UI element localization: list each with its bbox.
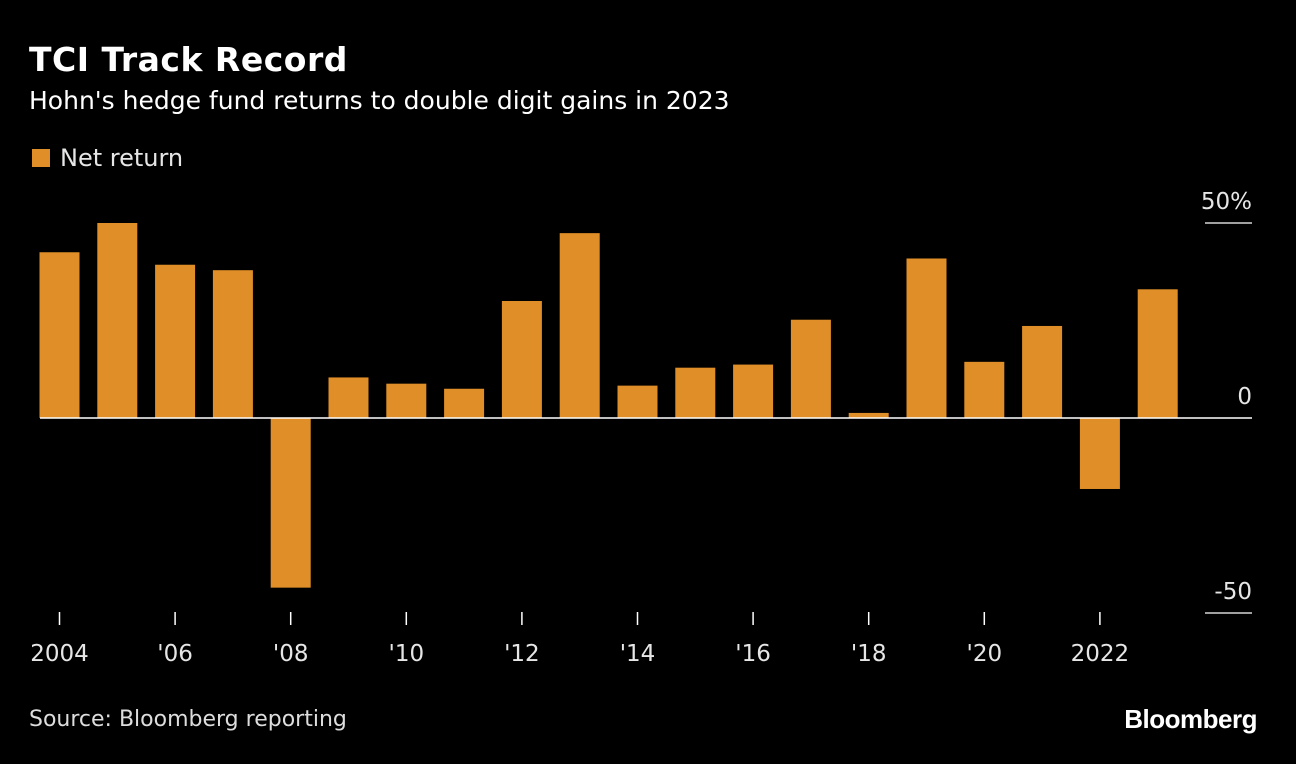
bar-2015 <box>675 367 716 418</box>
legend-label: Net return <box>60 144 184 172</box>
bar-2006 <box>155 264 196 418</box>
x-tick-label: '16 <box>735 641 771 667</box>
bar-2004 <box>39 252 80 418</box>
x-tick-label: '08 <box>273 641 309 667</box>
bar-2021 <box>1022 325 1063 418</box>
x-tick-label: '12 <box>504 641 540 667</box>
x-tick-label: '18 <box>851 641 887 667</box>
bar-2008 <box>270 418 311 588</box>
bar-2023 <box>1137 289 1178 418</box>
bar-2011 <box>444 388 485 418</box>
x-tick-label: '10 <box>389 641 425 667</box>
x-tick-label: '06 <box>157 641 193 667</box>
bar-2005 <box>97 223 138 418</box>
bar-2018 <box>848 412 889 418</box>
bar-2014 <box>617 385 658 418</box>
y-tick-label: 50% <box>1201 189 1252 215</box>
bar-2012 <box>501 301 542 418</box>
y-tick-label: 0 <box>1237 384 1252 410</box>
bar-2017 <box>790 319 831 418</box>
chart-legend: Net return <box>32 144 183 172</box>
bar-2007 <box>212 270 253 418</box>
chart-subtitle: Hohn's hedge fund returns to double digi… <box>29 86 730 115</box>
bar-2010 <box>386 383 427 418</box>
x-tick-label: '20 <box>967 641 1003 667</box>
bar-2009 <box>328 377 369 418</box>
bar-2016 <box>733 364 774 418</box>
bloomberg-logo: Bloomberg <box>1124 704 1257 734</box>
chart-title: TCI Track Record <box>29 40 348 79</box>
bar-2019 <box>906 258 947 418</box>
x-tick-label: 2022 <box>1071 641 1130 667</box>
bar-2022 <box>1079 418 1120 489</box>
x-tick-label: '14 <box>620 641 656 667</box>
source-note: Source: Bloomberg reporting <box>29 707 347 732</box>
legend-swatch <box>32 149 50 167</box>
bar-2020 <box>964 361 1005 418</box>
y-tick-label: -50 <box>1214 579 1252 605</box>
x-tick-label: 2004 <box>30 641 89 667</box>
bar-2013 <box>559 233 600 418</box>
